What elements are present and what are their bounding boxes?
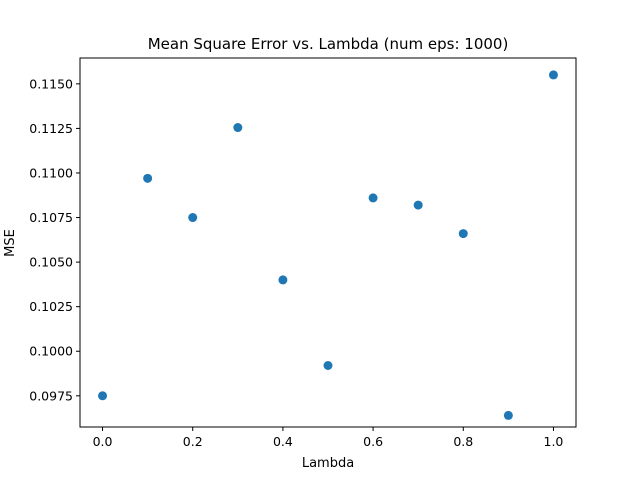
data-point: [188, 213, 198, 223]
y-tick-label: 0.1150: [29, 76, 73, 91]
y-tick-label: 0.1125: [29, 121, 73, 136]
data-point: [503, 410, 513, 420]
data-point: [368, 193, 378, 203]
plot-frame: [79, 57, 577, 428]
data-point: [98, 391, 108, 401]
data-point: [233, 123, 243, 133]
y-tick-label: 0.1050: [29, 255, 73, 270]
x-tick-label: 0.4: [273, 434, 293, 449]
y-tick-label: 0.1025: [29, 299, 73, 314]
plot-area: 0.0 0.2 0.4 0.6 0.8 1.0 0.0975 0.1000 0.1025 0.10…: [29, 57, 577, 449]
chart-title: Mean Square Error vs. Lambda (num eps: 1…: [148, 35, 509, 53]
y-tick-label: 0.1075: [29, 210, 73, 225]
data-point: [278, 275, 288, 285]
y-axis-title: MSE: [3, 229, 18, 257]
x-tick-label: 0.2: [183, 434, 203, 449]
y-tick-label: 0.1000: [29, 344, 73, 359]
y-tick-label: 0.0975: [29, 388, 73, 403]
x-tick-label: 0.8: [453, 434, 473, 449]
data-point: [143, 173, 153, 183]
x-tick-label: 0.0: [93, 434, 113, 449]
data-point: [413, 200, 423, 210]
x-tick-label: 0.6: [363, 434, 383, 449]
x-tick-label: 1.0: [544, 434, 564, 449]
data-point: [458, 229, 468, 239]
data-point: [548, 70, 558, 80]
data-point: [323, 361, 333, 370]
y-tick-label: 0.1100: [29, 165, 73, 180]
x-axis-title: Lambda: [302, 456, 354, 471]
